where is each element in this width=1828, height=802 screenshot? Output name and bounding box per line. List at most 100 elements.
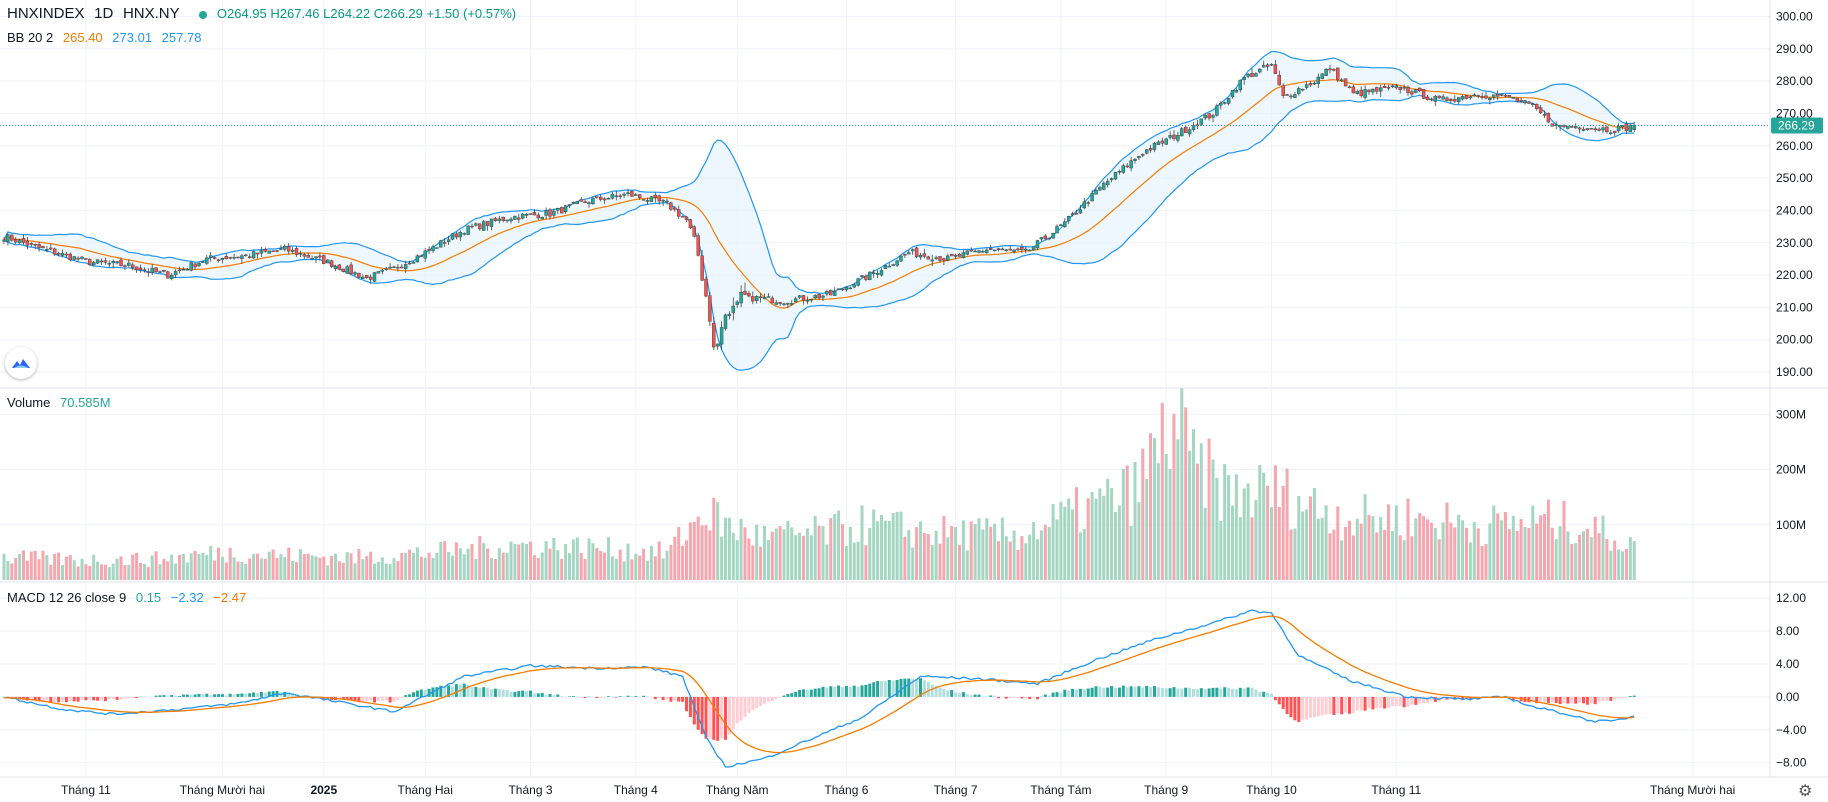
macd-hist-bar[interactable] bbox=[1227, 687, 1231, 697]
candle[interactable] bbox=[275, 249, 279, 253]
macd-hist-bar[interactable] bbox=[997, 696, 1000, 699]
volume-bar[interactable] bbox=[1441, 522, 1445, 580]
candle[interactable] bbox=[1238, 79, 1243, 93]
macd-hist-bar[interactable] bbox=[766, 696, 770, 702]
volume-bar[interactable] bbox=[618, 549, 622, 580]
macd-hist-bar[interactable] bbox=[985, 696, 989, 698]
macd-hist-bar[interactable] bbox=[1624, 696, 1628, 698]
volume-bar[interactable] bbox=[1527, 527, 1531, 580]
candle[interactable] bbox=[790, 300, 794, 306]
volume-bar[interactable] bbox=[1110, 487, 1114, 580]
volume-bar[interactable] bbox=[887, 520, 891, 580]
volume-bar[interactable] bbox=[291, 560, 295, 580]
volume-bar[interactable] bbox=[860, 505, 864, 580]
candle[interactable] bbox=[1265, 63, 1270, 71]
macd-hist-bar[interactable] bbox=[1172, 687, 1176, 697]
candle[interactable] bbox=[895, 259, 899, 267]
volume-bar[interactable] bbox=[1589, 537, 1593, 580]
macd-hist-bar[interactable] bbox=[490, 689, 493, 697]
volume-bar[interactable] bbox=[661, 558, 665, 580]
candle[interactable] bbox=[1168, 131, 1172, 140]
volume-bar[interactable] bbox=[591, 543, 595, 580]
candle[interactable] bbox=[661, 198, 665, 206]
volume-bar[interactable] bbox=[1426, 519, 1429, 580]
candle[interactable] bbox=[1308, 81, 1313, 87]
volume-bar[interactable] bbox=[868, 528, 872, 580]
macd-hist-bar[interactable] bbox=[1020, 696, 1024, 699]
macd-hist-bar[interactable] bbox=[84, 696, 88, 701]
volume-bar[interactable] bbox=[844, 546, 848, 580]
volume-bar[interactable] bbox=[1004, 536, 1008, 580]
volume-bar[interactable] bbox=[6, 560, 10, 580]
volume-bar[interactable] bbox=[517, 544, 521, 580]
volume-bar[interactable] bbox=[1156, 463, 1160, 580]
volume-bar[interactable] bbox=[267, 551, 271, 580]
macd-hist-bar[interactable] bbox=[439, 685, 443, 697]
volume-bar[interactable] bbox=[1566, 531, 1570, 580]
volume-bar[interactable] bbox=[876, 521, 880, 580]
candle[interactable] bbox=[1421, 89, 1426, 100]
volume-bar[interactable] bbox=[497, 548, 501, 580]
macd-hist-bar[interactable] bbox=[1082, 689, 1086, 697]
macd-hist-bar[interactable] bbox=[482, 687, 486, 697]
candle[interactable] bbox=[540, 216, 544, 220]
volume-bar[interactable] bbox=[1153, 438, 1156, 580]
candle[interactable] bbox=[848, 286, 852, 290]
candle[interactable] bbox=[76, 256, 80, 262]
macd-hist-bar[interactable] bbox=[92, 696, 96, 701]
volume-bar[interactable] bbox=[1223, 464, 1227, 580]
macd-hist-bar[interactable] bbox=[1176, 688, 1180, 697]
macd-hist-bar[interactable] bbox=[142, 696, 146, 697]
candle[interactable] bbox=[1129, 157, 1133, 172]
macd-hist-bar[interactable] bbox=[1332, 696, 1336, 715]
volume-bar[interactable] bbox=[634, 553, 638, 580]
volume-bar[interactable] bbox=[1570, 544, 1574, 580]
candle[interactable] bbox=[965, 250, 969, 256]
macd-hist-bar[interactable] bbox=[1125, 687, 1129, 697]
candle[interactable] bbox=[1492, 94, 1496, 101]
macd-hist-bar[interactable] bbox=[891, 680, 895, 697]
candle[interactable] bbox=[201, 261, 205, 264]
volume-bar[interactable] bbox=[193, 550, 197, 580]
macd-hist-bar[interactable] bbox=[1628, 696, 1632, 697]
volume-bar[interactable] bbox=[1609, 550, 1613, 580]
macd-hist-bar[interactable] bbox=[1273, 696, 1277, 701]
candle[interactable] bbox=[1125, 163, 1129, 168]
macd-hist-bar[interactable] bbox=[501, 689, 505, 697]
volume-bar[interactable] bbox=[1063, 506, 1067, 580]
macd-hist-bar[interactable] bbox=[1195, 689, 1199, 697]
volume-bar[interactable] bbox=[1102, 495, 1106, 580]
macd-hist-bar[interactable] bbox=[135, 696, 139, 698]
macd-hist-bar[interactable] bbox=[1566, 696, 1570, 704]
volume-bar[interactable] bbox=[1281, 485, 1285, 580]
macd-hist-bar[interactable] bbox=[731, 696, 735, 730]
volume-bar[interactable] bbox=[1195, 463, 1199, 580]
volume-bar[interactable] bbox=[891, 513, 895, 580]
candle[interactable] bbox=[1417, 87, 1422, 93]
volume-bar[interactable] bbox=[802, 535, 805, 580]
candle[interactable] bbox=[1324, 67, 1328, 76]
candle[interactable] bbox=[368, 274, 373, 284]
volume-bar[interactable] bbox=[509, 541, 513, 580]
candle[interactable] bbox=[1375, 86, 1379, 95]
candle[interactable] bbox=[353, 271, 357, 277]
volume-bar[interactable] bbox=[1554, 539, 1558, 580]
macd-hist-bar[interactable] bbox=[1075, 689, 1078, 697]
macd-hist-bar[interactable] bbox=[993, 695, 997, 697]
volume-bar[interactable] bbox=[1254, 499, 1258, 580]
macd-hist-bar[interactable] bbox=[907, 678, 911, 697]
volume-bar[interactable] bbox=[1129, 525, 1133, 580]
macd-hist-bar[interactable] bbox=[989, 695, 993, 697]
volume-bar[interactable] bbox=[692, 521, 696, 580]
candle[interactable] bbox=[25, 237, 30, 250]
volume-bar[interactable] bbox=[341, 562, 345, 580]
candle[interactable] bbox=[973, 249, 977, 253]
candle[interactable] bbox=[989, 244, 993, 251]
volume-bar[interactable] bbox=[166, 561, 170, 580]
macd-hist-bar[interactable] bbox=[564, 696, 568, 698]
candle[interactable] bbox=[1449, 97, 1453, 104]
candle[interactable] bbox=[482, 219, 486, 231]
candle[interactable] bbox=[1082, 197, 1087, 210]
volume-bar[interactable] bbox=[224, 562, 228, 580]
macd-hist-bar[interactable] bbox=[525, 690, 529, 697]
